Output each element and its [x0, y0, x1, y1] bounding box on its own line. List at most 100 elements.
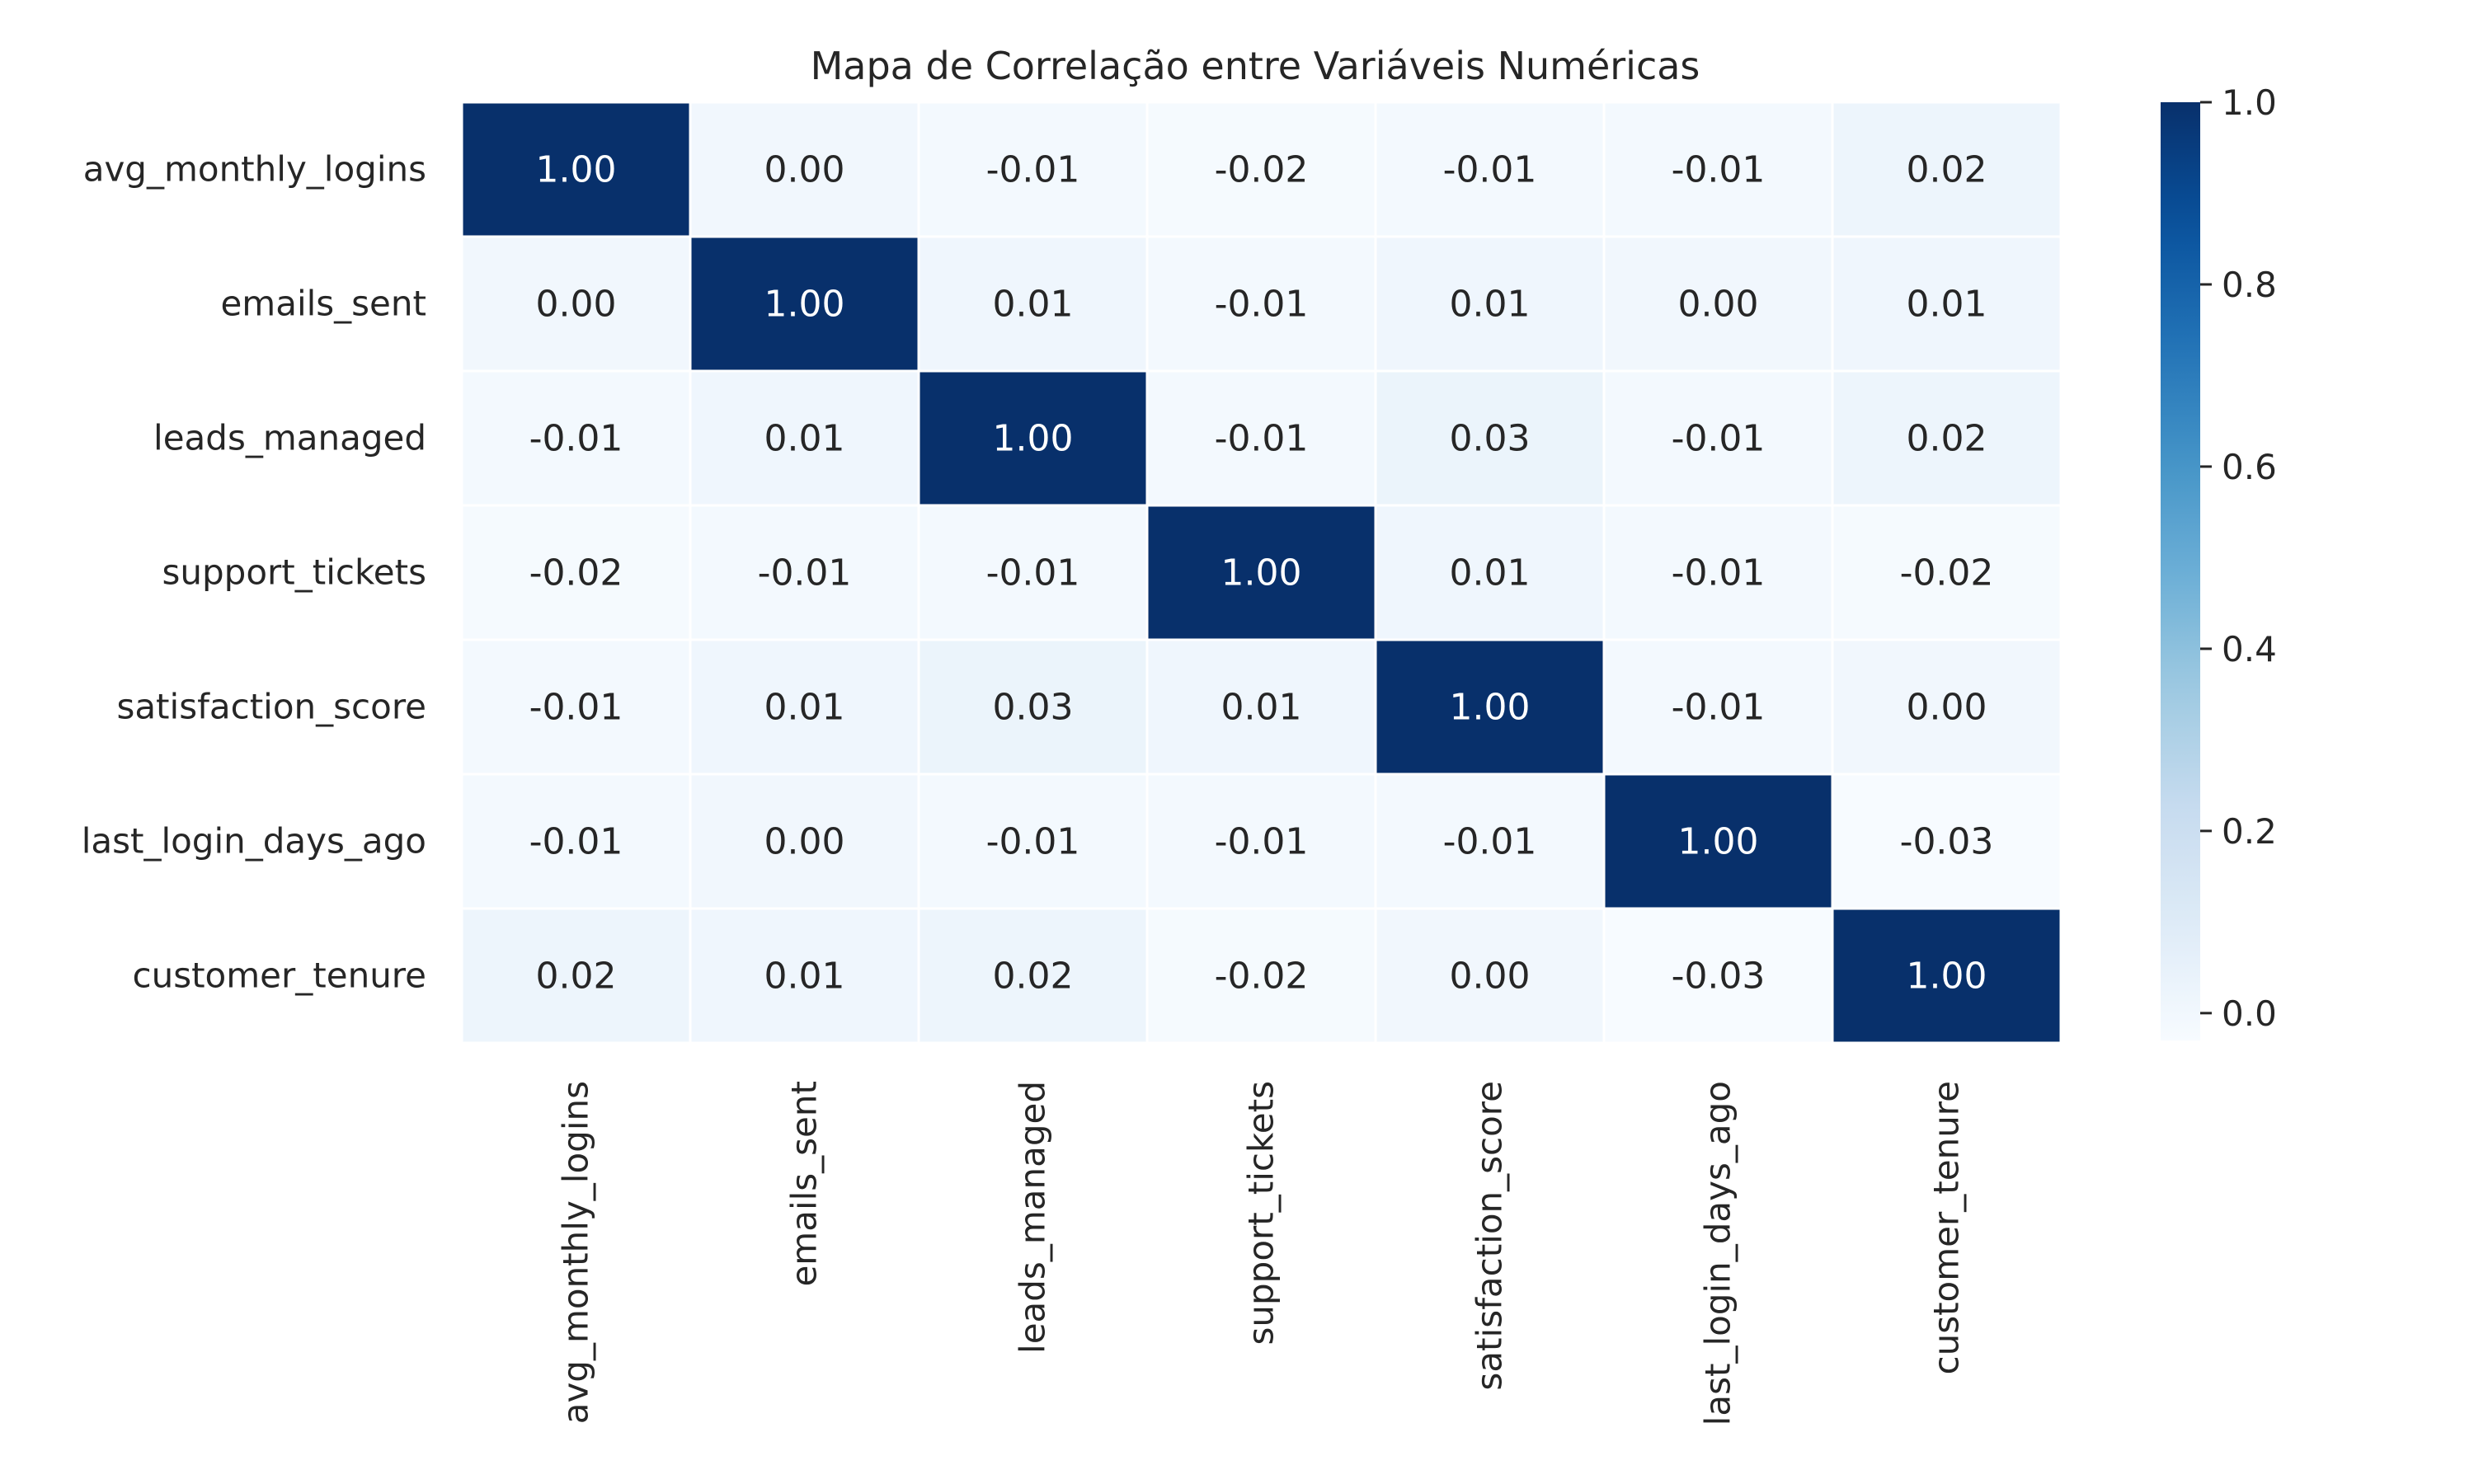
heatmap-cell-3-0 — [460, 504, 692, 641]
cell-value-label-2-3: -0.01 — [1215, 418, 1309, 460]
cell-value-label-0-0: 1.00 — [536, 149, 617, 191]
cell-value-label-3-6: -0.02 — [1900, 552, 1994, 594]
cell-value-label-6-5: -0.03 — [1672, 956, 1766, 998]
cell-value-label-2-1: 0.01 — [764, 418, 845, 460]
heatmap-cell-6-2 — [917, 907, 1149, 1045]
cell-value-label-0-3: -0.02 — [1215, 149, 1309, 191]
cell-value-label-6-6: 1.00 — [1907, 956, 1987, 998]
cell-value-label-5-2: -0.01 — [986, 821, 1080, 863]
heatmap-cell-2-1 — [689, 369, 920, 507]
cell-value-label-3-0: -0.02 — [529, 552, 623, 594]
heatmap-cell-6-0 — [460, 907, 692, 1045]
cell-value-label-6-3: -0.02 — [1215, 956, 1309, 998]
heatmap-cell-2-5 — [1602, 369, 1834, 507]
heatmap-cell-3-3 — [1145, 504, 1377, 641]
cell-value-label-3-1: -0.01 — [758, 552, 852, 594]
cell-value-label-2-0: -0.01 — [529, 418, 623, 460]
colorbar-tick-label: 1.0 — [2222, 82, 2277, 123]
cell-value-label-2-4: 0.03 — [1450, 418, 1531, 460]
cell-value-label-0-6: 0.02 — [1907, 149, 1987, 191]
column-label-avg_monthly_logins: avg_monthly_logins — [556, 1081, 596, 1424]
cell-value-label-2-5: -0.01 — [1672, 418, 1766, 460]
column-label-satisfaction_score: satisfaction_score — [1470, 1081, 1510, 1391]
cell-value-label-6-1: 0.01 — [764, 956, 845, 998]
cell-value-label-1-6: 0.01 — [1907, 284, 1987, 326]
heatmap-cell-5-2 — [917, 773, 1149, 910]
colorbar: 0.0 0.2 0.4 0.6 0.8 1.0 — [2161, 82, 2277, 1040]
heatmap-cell-5-4 — [1374, 773, 1606, 910]
heatmap-cell-6-3 — [1145, 907, 1377, 1045]
column-labels: avg_monthly_logins emails_sent leads_manag… — [556, 1081, 1967, 1425]
heatmap-cell-3-5 — [1602, 504, 1834, 641]
cell-value-label-5-1: 0.00 — [764, 821, 845, 863]
cell-value-label-2-6: 0.02 — [1907, 418, 1987, 460]
heatmap-cell-5-0 — [460, 773, 692, 910]
row-labels: avg_monthly_logins emails_sent leads_manag… — [82, 149, 426, 996]
heatmap-cell-4-2 — [917, 638, 1149, 776]
cell-value-label-6-0: 0.02 — [536, 956, 617, 998]
cell-value-label-5-5: 1.00 — [1678, 821, 1759, 863]
row-label-support_tickets: support_tickets — [162, 552, 427, 593]
heatmap-cell-0-3 — [1145, 101, 1377, 238]
cell-value-label-0-5: -0.01 — [1672, 149, 1766, 191]
column-label-leads_managed: leads_managed — [1013, 1081, 1053, 1354]
cell-value-label-4-3: 0.01 — [1221, 687, 1302, 729]
cell-value-label-0-2: -0.01 — [986, 149, 1080, 191]
cell-value-label-4-5: -0.01 — [1672, 687, 1766, 729]
cell-value-label-2-2: 1.00 — [993, 418, 1074, 460]
cell-value-label-1-3: -0.01 — [1215, 284, 1309, 326]
heatmap-cell-1-6 — [1831, 235, 2062, 373]
cell-value-label-3-4: 0.01 — [1450, 552, 1531, 594]
cell-value-label-4-6: 0.00 — [1907, 687, 1987, 729]
column-label-support_tickets: support_tickets — [1241, 1081, 1282, 1345]
cell-value-label-1-1: 1.00 — [764, 284, 845, 326]
cell-value-label-6-2: 0.02 — [993, 956, 1074, 998]
cell-value-label-3-5: -0.01 — [1672, 552, 1766, 594]
heatmap-cells: 1.00 0.00 -0.01 -0.02 -0.01 -0.01 0.02 0.00 1.00… — [460, 101, 2062, 1045]
heatmap-cell-1-4 — [1374, 235, 1606, 373]
cell-value-label-4-0: -0.01 — [529, 687, 623, 729]
colorbar-tick-label: 0.2 — [2222, 811, 2277, 852]
cell-value-label-4-4: 1.00 — [1450, 687, 1531, 729]
heatmap-cell-5-1 — [689, 773, 920, 910]
heatmap-cell-2-4 — [1374, 369, 1606, 507]
heatmap-cell-6-4 — [1374, 907, 1606, 1045]
cell-value-label-1-0: 0.00 — [536, 284, 617, 326]
cell-value-label-5-3: -0.01 — [1215, 821, 1309, 863]
heatmap-cell-0-2 — [917, 101, 1149, 238]
cell-value-label-5-0: -0.01 — [529, 821, 623, 863]
heatmap-cell-0-5 — [1602, 101, 1834, 238]
column-label-customer_tenure: customer_tenure — [1926, 1081, 1967, 1375]
heatmap-cell-6-6 — [1831, 907, 2062, 1045]
cell-value-label-1-5: 0.00 — [1678, 284, 1759, 326]
column-label-last_login_days_ago: last_login_days_ago — [1698, 1081, 1738, 1425]
row-label-avg_monthly_logins: avg_monthly_logins — [83, 149, 426, 190]
colorbar-tick-label: 0.6 — [2222, 447, 2277, 487]
row-label-emails_sent: emails_sent — [220, 284, 426, 324]
column-label-emails_sent: emails_sent — [784, 1081, 825, 1287]
heatmap-cell-2-6 — [1831, 369, 2062, 507]
cell-value-label-4-1: 0.01 — [764, 687, 845, 729]
chart-title: Mapa de Correlação entre Variáveis Numér… — [811, 44, 1700, 88]
heatmap-cell-6-5 — [1602, 907, 1834, 1045]
heatmap-cell-2-2 — [917, 369, 1149, 507]
colorbar-tick-label: 0.4 — [2222, 629, 2277, 669]
cell-value-label-0-4: -0.01 — [1443, 149, 1537, 191]
heatmap-cell-3-1 — [689, 504, 920, 641]
cell-value-label-5-6: -0.03 — [1900, 821, 1994, 863]
cell-value-label-0-1: 0.00 — [764, 149, 845, 191]
row-label-satisfaction_score: satisfaction_score — [116, 687, 426, 727]
row-label-last_login_days_ago: last_login_days_ago — [82, 821, 426, 862]
cell-value-label-1-4: 0.01 — [1450, 284, 1531, 326]
heatmap-cell-0-1 — [689, 101, 920, 238]
row-label-customer_tenure: customer_tenure — [132, 956, 426, 996]
cell-value-label-3-3: 1.00 — [1221, 552, 1302, 594]
cell-value-label-4-2: 0.03 — [993, 687, 1074, 729]
heatmap-cell-5-3 — [1145, 773, 1377, 910]
cell-value-label-5-4: -0.01 — [1443, 821, 1537, 863]
heatmap-cell-2-3 — [1145, 369, 1377, 507]
colorbar-gradient — [2161, 102, 2200, 1040]
heatmap-cell-3-6 — [1831, 504, 2062, 641]
cell-value-label-6-4: 0.00 — [1450, 956, 1531, 998]
row-label-leads_managed: leads_managed — [153, 418, 426, 458]
